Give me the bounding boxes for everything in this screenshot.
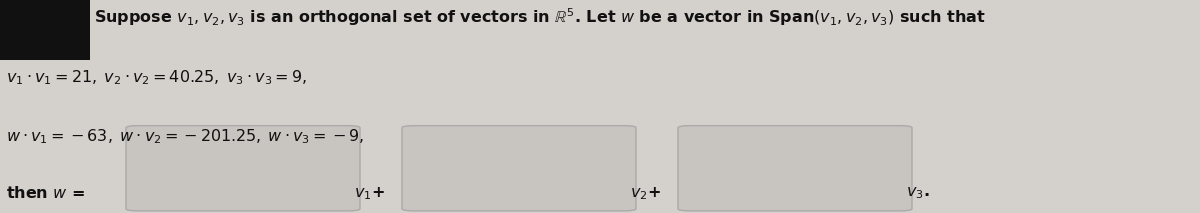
FancyBboxPatch shape [0,0,90,60]
Text: $v_1 \cdot v_1 = 21,\; v_2 \cdot v_2 = 40.25,\; v_3 \cdot v_3 = 9,$: $v_1 \cdot v_1 = 21,\; v_2 \cdot v_2 = 4… [6,68,307,87]
FancyBboxPatch shape [678,126,912,211]
Text: $v_3$.: $v_3$. [906,185,930,201]
FancyBboxPatch shape [402,126,636,211]
Text: $v_2$+: $v_2$+ [630,185,661,202]
Text: Suppose $v_1, v_2, v_3$ is an orthogonal set of vectors in $\mathbb{R}^5$. Let $: Suppose $v_1, v_2, v_3$ is an orthogonal… [94,6,985,28]
Text: then $w$ =: then $w$ = [6,185,85,201]
FancyBboxPatch shape [126,126,360,211]
Text: $w \cdot v_1 = -63,\; w \cdot v_2 = -201.25,\; w \cdot v_3 = -9,$: $w \cdot v_1 = -63,\; w \cdot v_2 = -201… [6,128,365,147]
Text: $v_1$+: $v_1$+ [354,185,385,202]
